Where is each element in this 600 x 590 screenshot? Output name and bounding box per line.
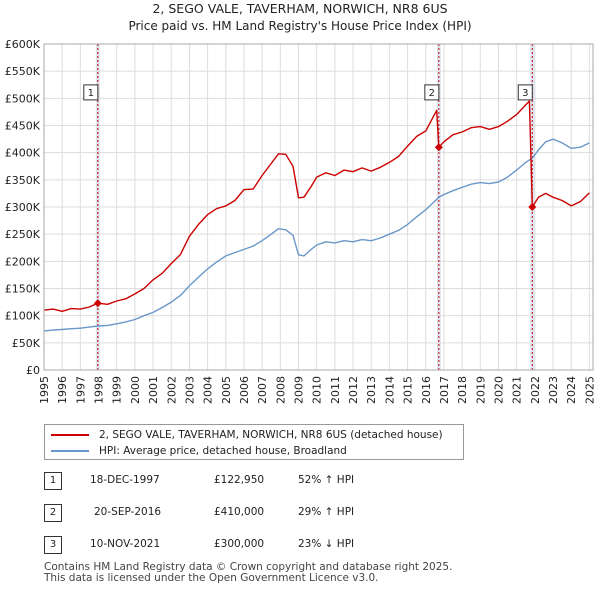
legend-label-property: 2, SEGO VALE, TAVERHAM, NORWICH, NR8 6US… [99,429,443,441]
transaction-date: 18-DEC-1997 [90,474,160,486]
hpi-line [43,138,590,332]
sale-markers [93,143,537,308]
x-tick-label: 2022 [529,376,542,404]
transaction-hpi: 52% ↑ HPI [298,474,355,486]
y-tick-label: £500K [5,92,41,105]
x-tick-label: 2011 [329,376,342,404]
x-tick-label: 2003 [183,376,196,404]
x-tick-label: 2014 [383,376,396,404]
legend-line-property [51,434,89,436]
transaction-number: 2 [44,504,62,522]
x-tick-label: 1998 [93,376,106,404]
x-tick-label: 2015 [402,376,415,404]
y-tick-label: £200K [5,255,41,268]
transaction-price: £300,000 [214,538,265,550]
x-tick-label: 2017 [438,376,451,404]
y-tick-label: £50K [12,337,41,350]
chart-title: 2, SEGO VALE, TAVERHAM, NORWICH, NR8 6US [152,1,447,16]
sale-marker [528,203,537,211]
x-tick-label: 2007 [256,376,269,404]
x-tick-label: 1995 [38,376,51,404]
x-tick-label: 2020 [492,376,505,404]
x-tick-label: 2013 [365,376,378,404]
series-lines [43,100,590,332]
sale-marker [93,299,102,308]
x-tick-label: 2000 [129,376,142,404]
sale-label-text: 2 [429,88,435,99]
footer: Contains HM Land Registry data © Crown c… [44,562,452,584]
x-tick-label: 2010 [311,376,324,404]
y-tick-label: £400K [5,147,41,160]
x-axis-ticks: 1995 1996 1997 1998 1999 2000 2001 2002 2003 2004… [38,376,596,404]
sale-marker [434,143,443,152]
transaction-row: 2 20-SEP-2016 £410,000 29% ↑ HPI [44,504,464,526]
chart-subtitle: Price paid vs. HM Land Registry's House … [128,19,471,33]
price-chart: 2, SEGO VALE, TAVERHAM, NORWICH, NR8 6US… [5,1,597,404]
x-tick-label: 2012 [347,376,360,404]
sale-label-box [83,84,99,101]
x-tick-label: 2004 [202,376,215,404]
footer-line-2: This data is licensed under the Open Gov… [44,572,379,584]
transaction-date: 20-SEP-2016 [94,506,162,518]
transaction-row: 1 18-DEC-1997 £122,950 52% ↑ HPI [44,472,464,494]
transaction-price: £410,000 [214,506,265,518]
x-tick-label: 2018 [456,376,469,404]
x-tick-label: 2021 [511,376,524,404]
sale-label-text: 3 [522,88,528,99]
y-tick-label: £250K [5,228,41,241]
x-tick-label: 1996 [56,376,69,404]
transaction-date: 10-NOV-2021 [90,538,161,550]
legend-label-hpi: HPI: Average price, detached house, Broa… [99,445,347,457]
plot-frame [43,43,594,371]
x-tick-label: 2023 [547,376,560,404]
x-tick-label: 2016 [420,376,433,404]
property-price-line [43,100,590,312]
footer-line-1: Contains HM Land Registry data © Crown c… [44,561,453,573]
y-tick-label: £300K [5,201,41,214]
x-tick-label: 2001 [147,376,160,404]
x-tick-label: 2006 [238,376,251,404]
y-tick-label: £350K [5,174,41,187]
sale-label-boxes: 1 2 3 [43,43,594,371]
legend-item-property: 2, SEGO VALE, TAVERHAM, NORWICH, NR8 6US… [45,427,443,443]
y-tick-label: £450K [5,120,41,133]
x-tick-label: 2009 [293,376,306,404]
legend: 2, SEGO VALE, TAVERHAM, NORWICH, NR8 6US… [44,424,464,460]
transaction-hpi: 29% ↑ HPI [298,506,355,518]
y-tick-label: £600K [5,38,41,51]
x-tick-label: 1997 [74,376,87,404]
sale-label-text: 1 [88,88,94,99]
x-tick-label: 2002 [165,376,178,404]
y-axis-ticks: £0 £50K £100K £150K £200K £250K £300K £350K £400… [5,38,41,377]
y-tick-label: £0 [26,364,40,377]
legend-item-hpi: HPI: Average price, detached house, Broa… [45,443,347,459]
transaction-row: 3 10-NOV-2021 £300,000 23% ↓ HPI [44,536,464,558]
sale-label-box [424,84,440,101]
transaction-number: 1 [44,472,62,490]
legend-line-hpi [51,450,89,452]
x-tick-label: 2008 [274,376,287,404]
x-tick-label: 2019 [474,376,487,404]
y-tick-label: £150K [5,283,41,296]
x-tick-label: 2025 [583,376,596,404]
y-tick-label: £100K [5,310,41,323]
x-tick-label: 2024 [565,376,578,404]
y-tick-label: £550K [5,65,41,78]
transaction-hpi: 23% ↓ HPI [298,538,355,550]
x-tick-label: 2005 [220,376,233,404]
transaction-price: £122,950 [214,474,265,486]
x-tick-label: 1999 [111,376,124,404]
transaction-number: 3 [44,536,62,554]
sale-label-box [517,84,533,101]
